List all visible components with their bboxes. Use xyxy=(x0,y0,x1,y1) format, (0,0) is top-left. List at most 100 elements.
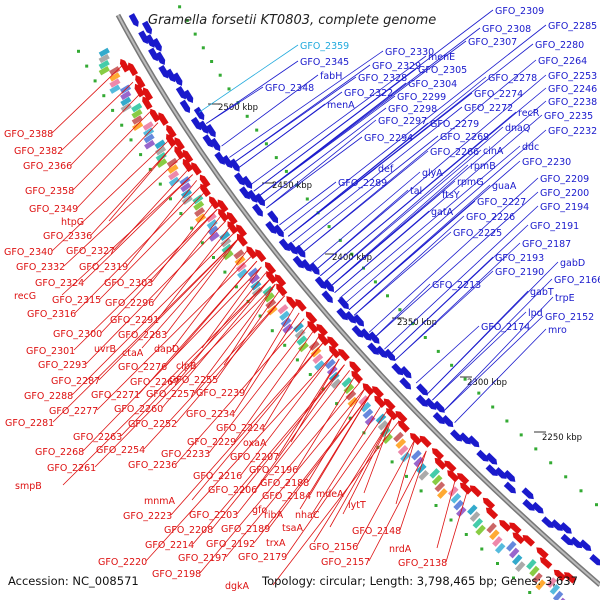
gene-label[interactable]: oxaA xyxy=(243,438,267,449)
gene-label[interactable]: gabT xyxy=(530,287,554,298)
gene-label[interactable]: GFO_2291 xyxy=(110,315,159,326)
gene-label[interactable]: GFO_2316 xyxy=(27,309,76,320)
gene-label[interactable]: mnmA xyxy=(144,496,176,507)
gene-label[interactable]: GFO_2152 xyxy=(545,312,594,323)
gene-label[interactable]: GFO_2271 xyxy=(91,390,140,401)
gene-label[interactable]: ftsY xyxy=(442,190,460,201)
gene-label[interactable]: GFO_2253 xyxy=(548,71,597,82)
gene-label[interactable]: GFO_2234 xyxy=(186,409,235,420)
gene-label[interactable]: trpE xyxy=(555,293,575,304)
gene-label[interactable]: GFO_2257 xyxy=(146,389,195,400)
gene-label[interactable]: GFO_2297 xyxy=(378,116,427,127)
gene-label[interactable]: uvrB xyxy=(94,344,116,355)
gene-label[interactable]: GFO_2328 xyxy=(358,73,407,84)
gene-label[interactable]: GFO_2198 xyxy=(152,569,201,580)
gene-label[interactable]: GFO_2264 xyxy=(538,56,587,67)
gene-label[interactable]: lytT xyxy=(348,500,366,511)
gene-label[interactable]: GFO_2348 xyxy=(265,83,314,94)
gene-label[interactable]: GFO_2281 xyxy=(5,418,54,429)
gene-label[interactable]: GFO_2252 xyxy=(128,419,177,430)
gene-label[interactable]: GFO_2174 xyxy=(481,322,530,333)
gene-label[interactable]: htpG xyxy=(61,217,84,228)
gene-label[interactable]: mdeA xyxy=(316,489,344,500)
gene-label[interactable]: GFO_2194 xyxy=(540,202,589,213)
gene-label[interactable]: GFO_2358 xyxy=(25,186,74,197)
gene-label[interactable]: dapD xyxy=(154,344,179,355)
gene-label[interactable]: gatA xyxy=(431,207,454,218)
gene-label[interactable]: GFO_2287 xyxy=(51,376,100,387)
gene-label[interactable]: GFO_2254 xyxy=(96,445,145,456)
gene-label[interactable]: GFO_2227 xyxy=(477,197,526,208)
gene-label[interactable]: GFO_2305 xyxy=(418,65,467,76)
gene-label[interactable]: GFO_2279 xyxy=(430,119,479,130)
gene-label[interactable]: GFO_2224 xyxy=(216,423,265,434)
gene-label[interactable]: GFO_2188 xyxy=(260,478,309,489)
gene-label[interactable]: GFO_2283 xyxy=(118,330,167,341)
gene-label[interactable]: smpB xyxy=(15,481,42,492)
gene-label[interactable]: GFO_2332 xyxy=(16,262,65,273)
gene-label[interactable]: GFO_2268 xyxy=(35,447,84,458)
gene-label[interactable]: lpd xyxy=(528,308,543,319)
gene-label[interactable]: GFO_2138 xyxy=(398,558,447,569)
gene-label[interactable]: tal xyxy=(410,186,422,197)
gene-label[interactable]: nhaC xyxy=(295,510,320,521)
gene-label[interactable]: GFO_2197 xyxy=(178,553,227,564)
gene-label[interactable]: GFO_2239 xyxy=(196,388,245,399)
gene-label[interactable]: gabD xyxy=(560,258,585,269)
gene-label[interactable]: ctaA xyxy=(122,348,144,359)
gene-label[interactable]: GFO_2148 xyxy=(352,526,401,537)
gene-label[interactable]: glyA xyxy=(422,168,443,179)
gene-label[interactable]: dnaQ xyxy=(505,123,530,134)
gene-label[interactable]: GFO_2232 xyxy=(548,126,597,137)
gene-label[interactable]: GFO_2236 xyxy=(128,460,177,471)
gene-label[interactable]: GFO_2226 xyxy=(466,212,515,223)
gene-label[interactable]: GFO_2207 xyxy=(230,452,279,463)
gene-label[interactable]: GFO_2303 xyxy=(104,278,153,289)
gene-label[interactable]: GFO_2206 xyxy=(208,485,257,496)
gene-label[interactable]: GFO_2216 xyxy=(193,471,242,482)
gene-label[interactable]: GFO_2208 xyxy=(164,525,213,536)
gene-label[interactable]: recR xyxy=(518,108,540,119)
gene-label[interactable]: GFO_2359 xyxy=(300,41,349,52)
gene-label[interactable]: GFO_2255 xyxy=(169,375,218,386)
gene-label[interactable]: GFO_2322 xyxy=(344,88,393,99)
gene-label[interactable]: GFO_2296 xyxy=(105,298,154,309)
gene-label[interactable]: ddc xyxy=(522,142,539,153)
gene-label[interactable]: GFO_2280 xyxy=(535,40,584,51)
gene-label[interactable]: GFO_2309 xyxy=(495,6,544,17)
gene-label[interactable]: recG xyxy=(14,291,36,302)
gene-label[interactable]: ribA xyxy=(264,510,284,521)
gene-label[interactable]: GFO_2238 xyxy=(548,97,597,108)
gene-label[interactable]: GFO_2327 xyxy=(66,246,115,257)
gene-label[interactable]: GFO_2349 xyxy=(29,204,78,215)
gene-label[interactable]: GFO_2187 xyxy=(522,239,571,250)
gene-label[interactable]: fabH xyxy=(320,71,342,82)
gene-label[interactable]: GFO_2330 xyxy=(385,47,434,58)
gene-label[interactable]: GFO_2340 xyxy=(4,247,53,258)
gene-label[interactable]: GFO_2225 xyxy=(453,228,502,239)
gene-label[interactable]: def xyxy=(378,164,394,175)
gene-label[interactable]: GFO_2319 xyxy=(79,262,128,273)
gene-label[interactable]: GFO_2156 xyxy=(309,542,358,553)
gene-label[interactable]: GFO_2230 xyxy=(522,157,571,168)
gene-label[interactable]: GFO_2200 xyxy=(540,188,589,199)
gene-label[interactable]: GFO_2277 xyxy=(49,406,98,417)
gene-label[interactable]: GFO_2260 xyxy=(114,404,163,415)
gene-label[interactable]: GFO_2193 xyxy=(495,253,544,264)
gene-label[interactable]: GFO_2336 xyxy=(43,231,92,242)
gene-label[interactable]: GFO_2324 xyxy=(35,278,84,289)
gene-label[interactable]: dgkA xyxy=(225,581,250,592)
gene-label[interactable]: GFO_2220 xyxy=(98,557,147,568)
gene-label[interactable]: GFO_2269 xyxy=(440,132,489,143)
gene-label[interactable]: rpmB xyxy=(470,161,496,172)
gene-label[interactable]: GFO_2308 xyxy=(482,24,531,35)
gene-label[interactable]: tsaA xyxy=(282,523,303,534)
gene-label[interactable]: GFO_2298 xyxy=(388,104,437,115)
gene-label[interactable]: GFO_2192 xyxy=(206,539,255,550)
gene-label[interactable]: nrdA xyxy=(389,544,412,555)
gene-label[interactable]: GFO_2289 xyxy=(338,178,387,189)
gene-label[interactable]: GFO_2315 xyxy=(52,295,101,306)
gene-label[interactable]: trxA xyxy=(266,538,286,549)
gene-label[interactable]: cinA xyxy=(483,146,504,157)
gene-label[interactable]: menA xyxy=(327,100,355,111)
